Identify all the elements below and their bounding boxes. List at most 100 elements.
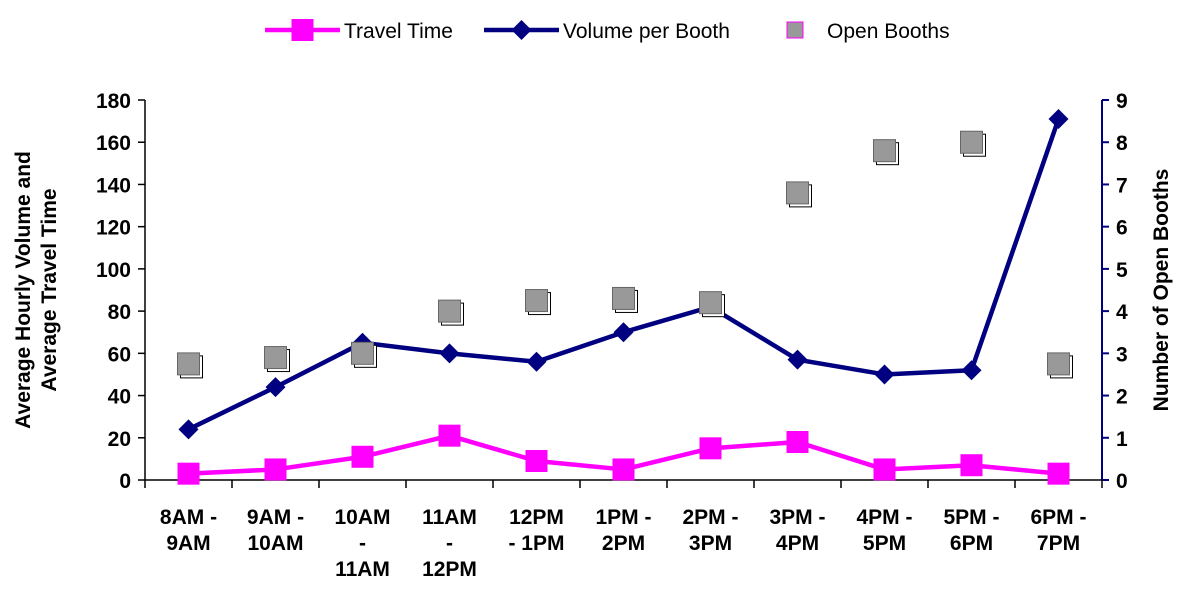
legend-item: Open Booths (786, 20, 950, 43)
x-tick-label: 5PM - 6PM (943, 506, 999, 555)
data-point-face (264, 346, 287, 370)
data-point (264, 346, 290, 373)
data-point (612, 458, 635, 481)
x-tick-label-line: 9AM - (247, 506, 304, 529)
data-point (177, 462, 200, 485)
data-point (438, 424, 461, 447)
data-point (960, 130, 986, 157)
x-tick-label-line: - (446, 532, 453, 555)
legend-marker (511, 20, 532, 40)
y-axis-left-title-line: Average Travel Time (38, 188, 61, 391)
legend-item: Travel Time (265, 19, 453, 43)
series-travel-time (177, 424, 1070, 485)
data-point (1047, 352, 1073, 379)
data-point (525, 289, 551, 316)
y-tick-label-right: 9 (1116, 90, 1128, 113)
data-point (786, 431, 809, 453)
y-tick-label-left: 160 (96, 132, 131, 155)
x-tick-label-line: 5PM (863, 532, 906, 555)
y-tick-label-left: 180 (96, 90, 131, 113)
data-point (1048, 109, 1069, 129)
y-tick-label-left: 120 (96, 217, 131, 240)
y-tick-label-left: 60 (108, 343, 131, 366)
x-tick-label-line: 6PM - (1030, 506, 1086, 529)
data-point-face (177, 352, 200, 376)
plot-area (177, 109, 1073, 485)
y-tick-label-right: 3 (1116, 343, 1128, 366)
legend-label: Open Booths (827, 20, 950, 43)
y-tick-label-left: 140 (96, 174, 131, 197)
data-point-face (612, 286, 635, 310)
data-point (613, 322, 634, 343)
data-point (612, 286, 638, 313)
y-tick-label-right: 6 (1116, 217, 1128, 240)
data-point-face (525, 289, 548, 313)
data-point-face (960, 130, 983, 154)
data-point (1047, 462, 1070, 485)
y-tick-label-right: 0 (1116, 470, 1128, 493)
x-tick-label-line: 11AM (335, 558, 390, 581)
x-tick-label: 8AM - 9AM (160, 506, 217, 555)
y-tick-label-right: 4 (1116, 301, 1128, 324)
data-point (960, 454, 983, 477)
x-tick-label: 12PM - 1PM (508, 506, 564, 555)
y-tick-label-right: 2 (1116, 386, 1128, 409)
data-point (351, 445, 374, 468)
legend-label: Volume per Booth (563, 20, 730, 43)
data-point (438, 299, 464, 326)
x-tick-label-line: - (359, 532, 366, 555)
x-tick-label-line: 1PM - (595, 506, 651, 529)
y-tick-label-left: 20 (108, 428, 131, 451)
data-point-face (699, 291, 722, 315)
x-tick-label: 6PM - 7PM (1030, 506, 1086, 555)
x-tick-label-line: 6PM (950, 532, 993, 555)
data-point (874, 364, 895, 385)
series-line (187, 118, 1061, 432)
legend-marker (291, 19, 314, 41)
x-tick-label-line: 5PM - (943, 506, 999, 529)
y-tick-label-left: 80 (108, 301, 131, 324)
legend: Travel Time Volume per Booth Open Booths (265, 19, 950, 43)
x-tick-label-line: 10AM (247, 532, 303, 555)
x-tick-label: 11AM - 12PM (422, 506, 477, 581)
data-point (699, 437, 722, 460)
y-tick-label-left: 0 (119, 470, 131, 493)
y-tick-label-right: 7 (1116, 174, 1128, 197)
data-point (177, 352, 203, 379)
x-tick-label-line: 3PM (689, 532, 732, 555)
x-tick-label-line: 4PM (776, 532, 819, 555)
x-tick-label-line: 10AM (334, 506, 390, 529)
y-tick-label-left: 100 (96, 259, 131, 282)
x-tick-label-line: 4PM - (856, 506, 912, 529)
data-point (699, 291, 725, 318)
x-tick-label-line: 9AM (166, 532, 210, 555)
y-tick-label-right: 5 (1116, 259, 1128, 282)
y-axis-left-title-line: Average Hourly Volume and (12, 151, 35, 429)
data-point-face (438, 299, 461, 323)
series-volume-per-booth (178, 109, 1069, 440)
x-tick-label-line: 8AM - (160, 506, 217, 529)
data-point-face (1047, 352, 1070, 376)
series-open-booths (177, 130, 1073, 379)
data-point-face (351, 341, 374, 365)
x-tick-label-line: - 1PM (508, 532, 564, 555)
y-axis-left-title: Average Hourly Volume and Average Travel … (12, 151, 61, 429)
data-point (265, 377, 286, 398)
x-tick-label: 9AM - 10AM (247, 506, 304, 555)
x-tick-label-line: 2PM - (682, 506, 738, 529)
data-point (178, 419, 199, 440)
x-tick-label-line: 7PM (1037, 532, 1080, 555)
x-tick-label: 1PM - 2PM (595, 506, 651, 555)
y-axis-right-title: Number of Open Booths (1150, 169, 1173, 412)
data-point (961, 360, 982, 381)
data-point-face (786, 181, 809, 205)
data-point (786, 181, 812, 208)
x-tick-label: 2PM - 3PM (682, 506, 738, 555)
legend-item: Volume per Booth (484, 20, 730, 43)
data-point (264, 458, 287, 481)
y-tick-label-right: 1 (1116, 428, 1128, 451)
y-tick-label-right: 8 (1116, 132, 1128, 155)
x-tick-label-line: 12PM (422, 558, 477, 581)
x-tick-label-line: 11AM (422, 506, 477, 529)
data-point (439, 343, 460, 364)
